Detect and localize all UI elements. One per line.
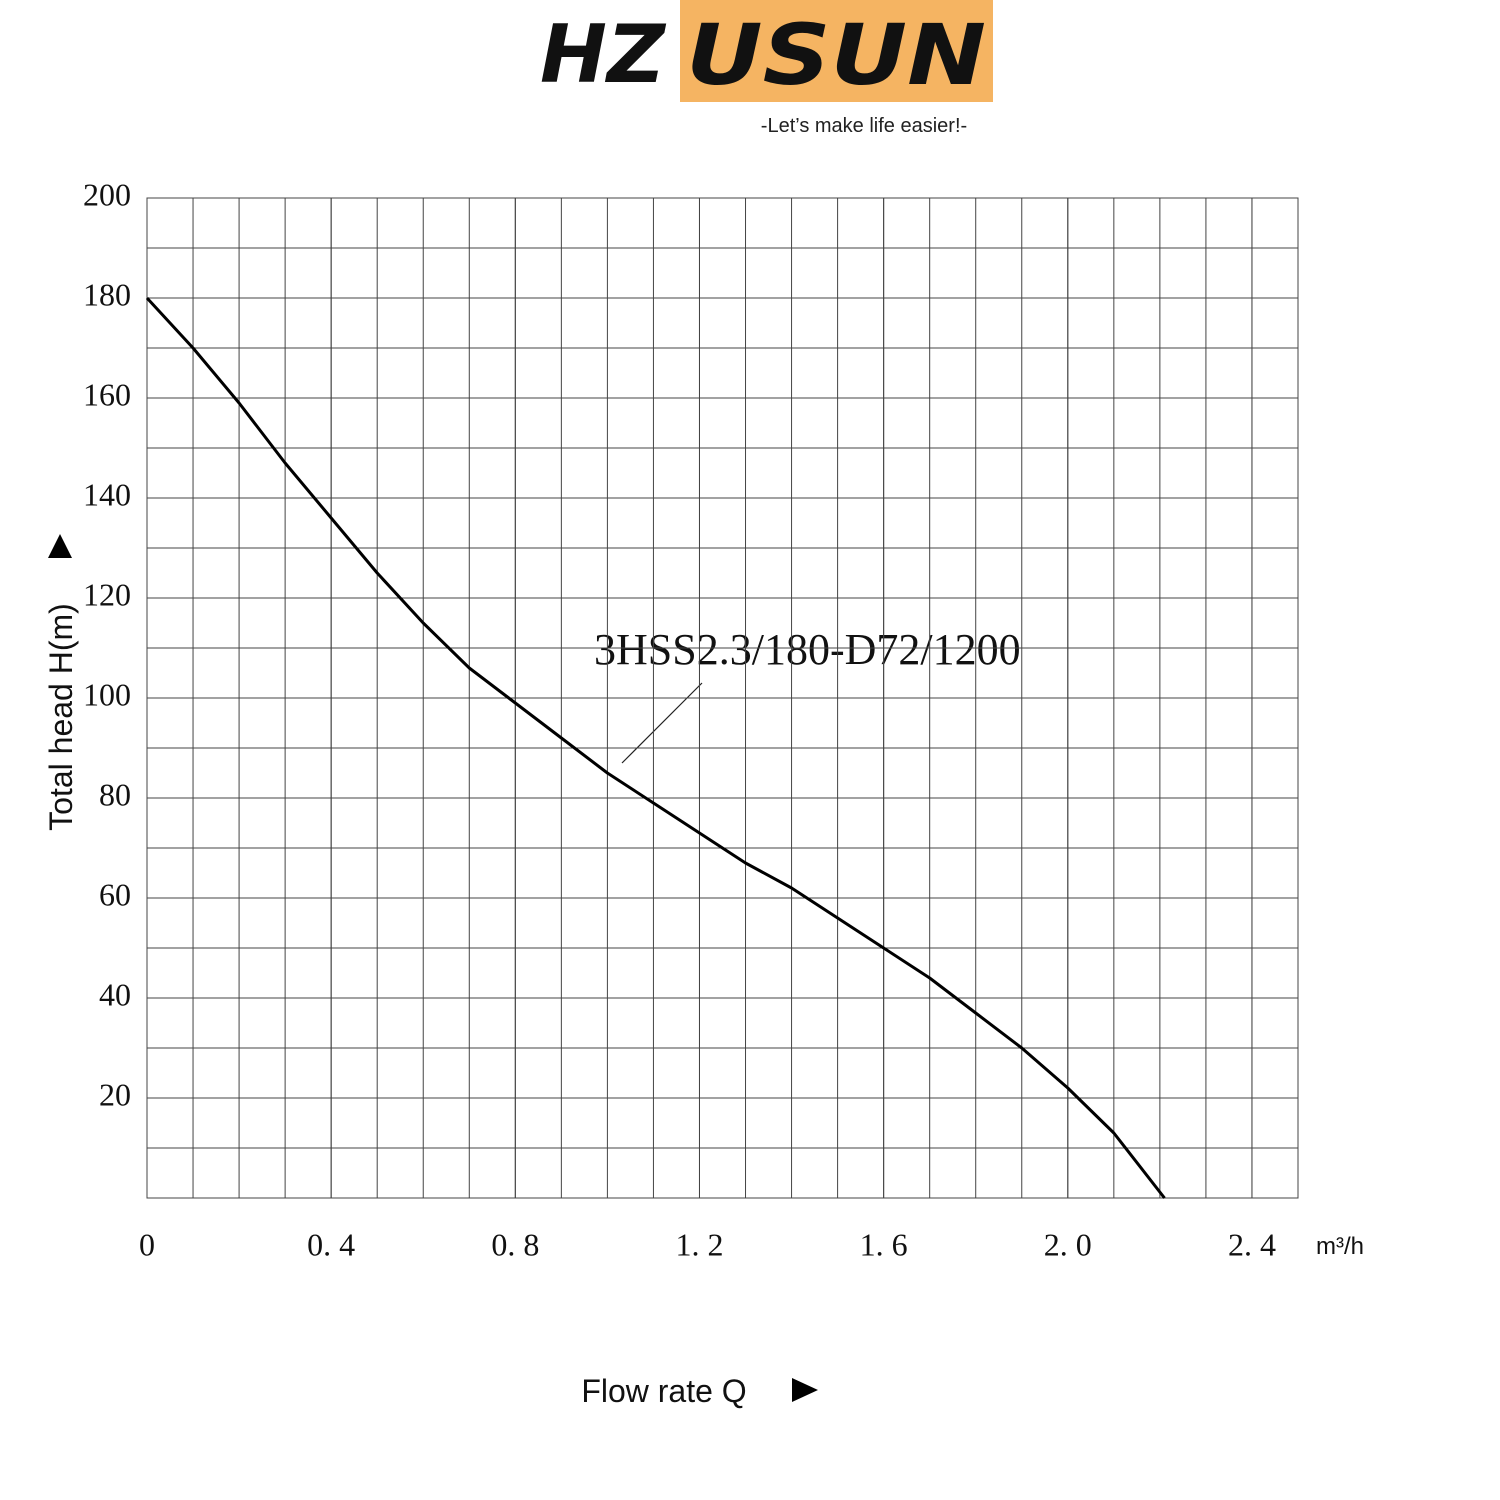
tagline: -Let’s make life easier!- — [761, 115, 967, 137]
x-arrow — [792, 1378, 818, 1402]
y-axis-title: Total head H(m) — [43, 603, 79, 831]
y-tick-label: 200 — [83, 176, 131, 212]
y-tick-label: 100 — [83, 676, 131, 712]
y-tick-label: 120 — [83, 576, 131, 612]
leader-line — [621, 682, 703, 764]
logo-left: HZ — [540, 8, 667, 101]
x-unit: m³/h — [1316, 1233, 1364, 1260]
x-tick-label: 2. 0 — [1044, 1226, 1092, 1262]
y-arrow — [48, 534, 72, 558]
y-tick-label: 20 — [99, 1076, 131, 1112]
y-tick-label: 40 — [99, 976, 131, 1012]
y-tick-label: 140 — [83, 476, 131, 512]
y-tick-label: 180 — [83, 276, 131, 312]
x-axis-title: Flow rate Q — [581, 1373, 746, 1409]
y-tick-label: 160 — [83, 376, 131, 412]
x-tick-label: 2. 4 — [1228, 1226, 1276, 1262]
logo-box — [680, 0, 993, 102]
curve — [145, 296, 1166, 1199]
curve-label: 3HSS2.3/180-D72/1200 — [594, 625, 1021, 674]
y-tick-label: 80 — [99, 776, 131, 812]
x-tick-label: 1. 6 — [860, 1226, 908, 1262]
x-tick-label: 0. 4 — [307, 1226, 355, 1262]
logo-right: USUN — [686, 6, 986, 104]
x-tick-label: 0. 8 — [491, 1226, 539, 1262]
x-tick-label: 0 — [139, 1226, 155, 1262]
y-tick-label: 60 — [99, 876, 131, 912]
x-tick-label: 1. 2 — [675, 1226, 723, 1262]
